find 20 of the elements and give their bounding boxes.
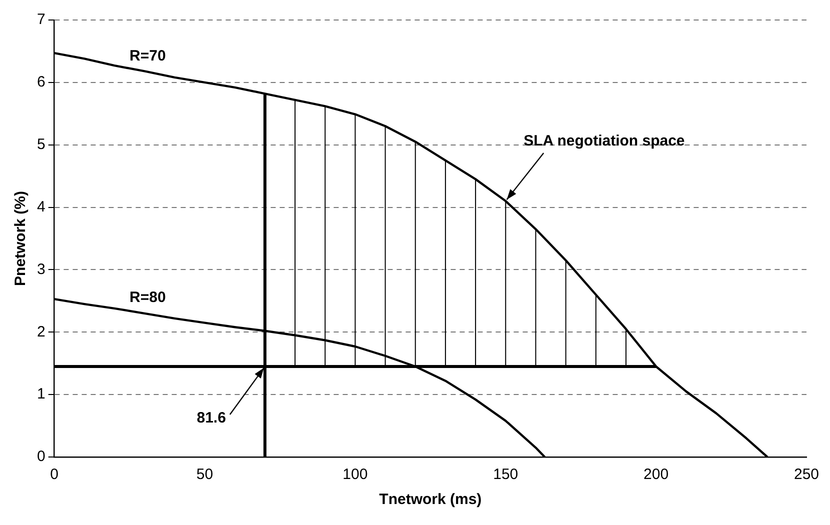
y-tick-label: 2: [37, 323, 46, 340]
x-tick-label: 0: [50, 466, 59, 484]
annotation: SLA negotiation space: [524, 132, 685, 150]
y-tick-label: 3: [37, 260, 46, 278]
annotation: R=70: [130, 48, 166, 65]
annotation: R=80: [130, 289, 166, 306]
x-tick-label: 150: [493, 466, 518, 484]
y-tick-label: 6: [37, 74, 46, 91]
x-tick-label: 100: [342, 466, 368, 484]
x-tick-label: 200: [644, 466, 669, 484]
y-tick-label: 5: [37, 136, 46, 153]
y-tick-label: 0: [37, 448, 46, 466]
y-axis-title: Pnetwork (%): [12, 190, 30, 286]
y-tick-label: 1: [37, 386, 46, 403]
x-tick-label: 50: [196, 466, 214, 484]
y-tick-label: 7: [37, 11, 46, 28]
y-tick-label: 4: [37, 198, 46, 216]
annotation: 81.6: [196, 410, 226, 427]
x-tick-label: 250: [794, 466, 819, 484]
x-axis-title: Tnetwork (ms): [379, 491, 482, 508]
